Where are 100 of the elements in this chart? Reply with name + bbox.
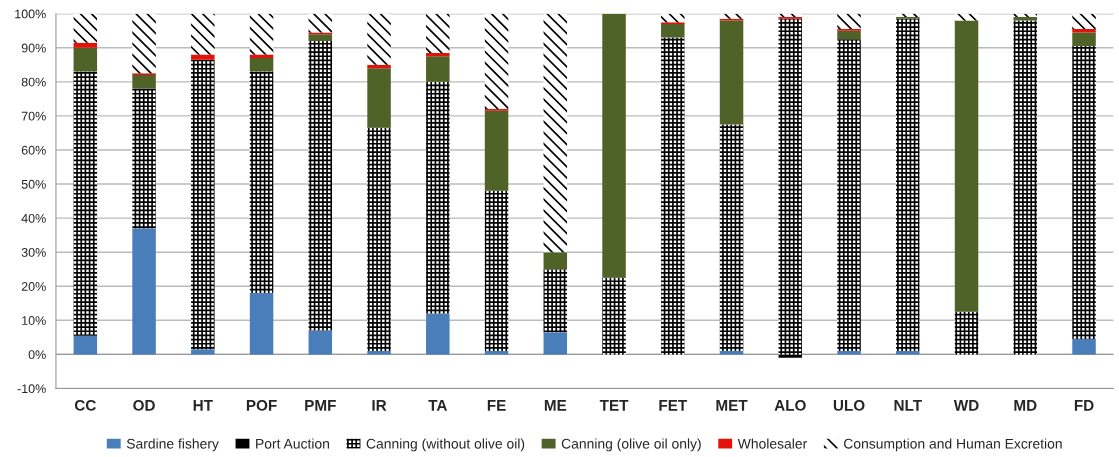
- legend-label: Wholesaler: [737, 438, 807, 449]
- bar: [73, 71, 98, 336]
- x-tick-label: ULO: [833, 399, 865, 411]
- x-tick-label: HT: [193, 400, 213, 411]
- bar: [484, 190, 509, 351]
- y-tick-label: 10%: [22, 316, 46, 325]
- bar: [661, 37, 685, 355]
- y-tick-label: 40%: [21, 213, 46, 223]
- bar: [484, 13, 509, 110]
- bar: [778, 354, 803, 358]
- y-tick-label: 60%: [21, 145, 46, 155]
- bar: [1013, 17, 1038, 21]
- legend-label: Sardine fishery: [126, 438, 219, 452]
- bar: [778, 18, 803, 355]
- bar: [837, 39, 861, 351]
- bar: [367, 13, 391, 65]
- bar: [132, 88, 156, 229]
- legend-label: Port Auction: [256, 438, 329, 449]
- y-tick-label: 0%: [28, 350, 46, 360]
- bar: [426, 52, 450, 57]
- x-tick-label: MET: [716, 400, 748, 411]
- bar: [367, 350, 391, 355]
- bar: [73, 42, 98, 48]
- bar: [1072, 29, 1096, 33]
- bar: [249, 293, 274, 355]
- bar: [719, 124, 744, 351]
- bar: [837, 13, 861, 30]
- bar: [191, 54, 215, 60]
- y-tick-label: 30%: [21, 247, 46, 257]
- bar: [543, 13, 568, 253]
- bar: [1072, 32, 1096, 47]
- x-tick-label: IR: [372, 400, 387, 411]
- x-tick-label: FD: [1074, 400, 1094, 411]
- bar: [73, 47, 98, 72]
- bar: [191, 349, 215, 355]
- bar: [543, 269, 568, 333]
- bar: [1072, 339, 1096, 355]
- x-tick-label: MD: [1014, 400, 1037, 411]
- x-tick-label: FE: [487, 400, 506, 411]
- bar: [954, 13, 979, 21]
- x-tick-label: PMF: [305, 400, 336, 411]
- x-tick-label: NLT: [894, 400, 922, 411]
- x-tick-label: CC: [74, 399, 96, 411]
- y-tick-label: 100%: [15, 9, 46, 19]
- bar: [249, 58, 274, 72]
- bar: [543, 332, 568, 355]
- bar: [132, 13, 156, 74]
- bar: [73, 13, 98, 43]
- bar: [249, 13, 274, 55]
- bar: [896, 350, 920, 355]
- bar: [367, 68, 391, 128]
- bar: [367, 64, 391, 69]
- bar: [1072, 13, 1096, 30]
- bar: [1013, 20, 1038, 355]
- y-tick-label: 80%: [21, 77, 46, 87]
- bar: [308, 13, 333, 33]
- bar: [367, 127, 391, 351]
- bar: [602, 277, 626, 355]
- legend-label: Canning (olive oil only): [561, 438, 701, 452]
- bar: [426, 13, 450, 53]
- legend-label: Canning (without olive oil): [366, 438, 525, 452]
- y-tick-label: 90%: [21, 43, 46, 53]
- bar: [308, 330, 333, 355]
- bar: [426, 56, 450, 82]
- bar: [896, 18, 920, 351]
- y-tick-label: 50%: [21, 179, 46, 189]
- legend-label: Consumption and Human Excretion: [844, 438, 1062, 452]
- bar: [426, 81, 450, 314]
- y-tick-label: -10%: [17, 384, 46, 394]
- x-tick-label: OD: [133, 399, 155, 411]
- bar: [661, 23, 685, 38]
- bar: [73, 335, 98, 355]
- bar: [837, 30, 861, 40]
- bar: [719, 13, 744, 19]
- bar: [719, 20, 744, 125]
- bar: [543, 252, 568, 270]
- bar: [426, 313, 450, 355]
- bar: [954, 311, 979, 355]
- bar: [1072, 46, 1096, 340]
- bar: [308, 34, 333, 41]
- y-tick-label: 70%: [21, 111, 46, 121]
- y-tick-label: 20%: [21, 282, 46, 291]
- x-tick-label: FET: [659, 400, 688, 411]
- bar: [308, 40, 333, 331]
- bar: [132, 75, 156, 89]
- x-tick-label: ME: [544, 400, 567, 411]
- bar: [249, 71, 274, 294]
- x-tick-label: TA: [428, 400, 448, 411]
- bar: [661, 13, 685, 23]
- bar: [837, 350, 861, 355]
- x-tick-label: ALO: [774, 399, 806, 411]
- bar: [954, 20, 979, 312]
- bar: [191, 13, 215, 55]
- x-tick-label: WD: [953, 400, 979, 411]
- bar: [896, 13, 920, 18]
- bar: [484, 110, 509, 191]
- bar: [132, 228, 156, 355]
- x-tick-label: TET: [599, 400, 629, 411]
- bar: [191, 59, 215, 350]
- bar: [602, 13, 626, 278]
